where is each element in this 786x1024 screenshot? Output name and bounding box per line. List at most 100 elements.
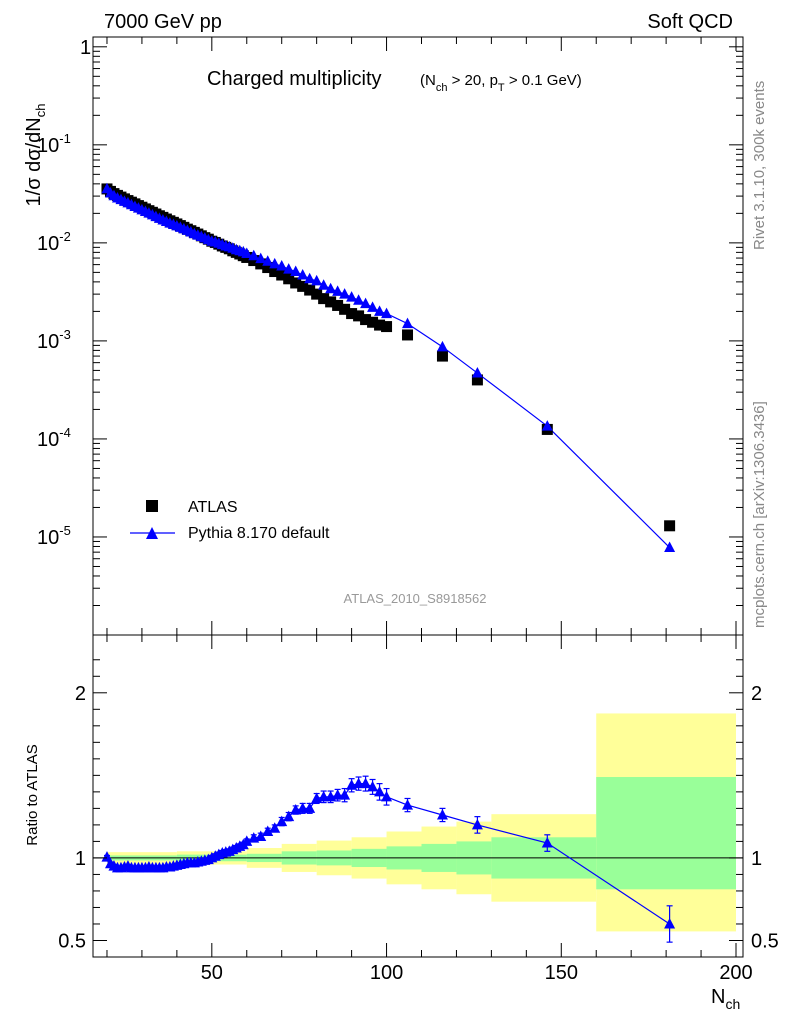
atlas-point (367, 316, 379, 328)
mc-point (436, 340, 448, 352)
atlas-point (248, 255, 260, 267)
mc-point (325, 282, 337, 294)
atlas-point (332, 299, 344, 311)
mc-point (541, 420, 553, 431)
y-tick-label: 10-3 (37, 327, 71, 353)
mc-point (290, 265, 302, 277)
legend-mc-label: Pythia 8.170 default (188, 525, 330, 542)
uncertainty-bands (106, 713, 737, 932)
mc-point (297, 269, 309, 280)
main-panel: 10-5 10-4 10-3 10-2 10-1 1 Charged multiplici… (23, 36, 744, 636)
ratio-point (360, 777, 372, 789)
mc-point (339, 288, 351, 299)
atlas-point (339, 303, 351, 315)
x-axis-label: Nch (711, 986, 740, 1012)
atlas-point (374, 319, 386, 331)
mc-point (332, 285, 344, 296)
ratio-markers (101, 777, 676, 929)
atlas-point (402, 329, 414, 341)
atlas-point (297, 280, 309, 292)
atlas-point (436, 350, 448, 362)
mc-point (276, 260, 288, 271)
ratio-point (664, 917, 676, 929)
mc-point (248, 249, 260, 261)
atlas-point (269, 266, 281, 278)
analysis-label: ATLAS_2010_S8918562 (344, 591, 487, 606)
x-tick-label: 200 (719, 962, 752, 984)
mc-point (255, 252, 267, 264)
mc-markers (101, 182, 676, 553)
ratio-y-axis-label: Ratio to ATLAS (24, 744, 41, 845)
ratio-y-tick-label-right: 0.5 (751, 930, 779, 952)
atlas-point (353, 310, 365, 322)
y-tick-label: 10-1 (37, 131, 71, 157)
ratio-point (283, 810, 295, 822)
y-axis-label: 1/σ dσ/dNch (23, 104, 48, 207)
ratio-y-tick-label-right: 2 (751, 683, 762, 705)
legend-atlas-label: ATLAS (188, 499, 238, 516)
chart-title-cut: (Nch > 20, pT > 0.1 GeV) (420, 72, 582, 94)
ratio-point (304, 802, 316, 813)
mc-point (360, 297, 372, 309)
ratio-point (269, 822, 281, 833)
mc-point (283, 263, 295, 274)
y-tick-label: 10-4 (37, 425, 71, 451)
ratio-point (402, 799, 414, 810)
atlas-point (262, 262, 274, 274)
ratio-point (353, 777, 365, 789)
mc-point (402, 317, 414, 329)
atlas-point (255, 258, 267, 270)
atlas-point (283, 273, 295, 285)
mc-point (318, 279, 330, 290)
header-category-label: Soft QCD (647, 11, 733, 33)
mc-point (269, 257, 281, 269)
ratio-point (262, 825, 274, 837)
main-panel-frame (92, 36, 744, 636)
x-tick-labels: 50 100 150 200 (201, 962, 753, 984)
legend-atlas-marker (146, 500, 158, 512)
atlas-point (664, 520, 676, 532)
legend-mc-marker (146, 527, 158, 539)
mc-point (262, 255, 274, 266)
mc-point (471, 367, 483, 378)
mc-point (346, 291, 358, 302)
ratio-point (436, 808, 448, 820)
rivet-version-label: Rivet 3.1.10, 300k events (751, 81, 768, 250)
atlas-point (311, 288, 323, 300)
ratio-point (318, 790, 330, 802)
legend: ATLAS Pythia 8.170 default (130, 499, 330, 542)
ratio-point (241, 835, 253, 846)
header-collision-label: 7000 GeV pp (104, 11, 222, 33)
atlas-point (346, 308, 358, 320)
mc-point (381, 307, 393, 319)
ratio-panel: 0.5 0.5 1 1 2 2 50 100 150 200 Ratio to ATLAS Nc… (24, 634, 779, 1012)
mc-point (304, 272, 316, 284)
ratio-point (374, 785, 386, 797)
ratio-point (101, 851, 113, 862)
mc-point (664, 541, 676, 553)
chart-title: Charged multiplicity (207, 68, 382, 90)
atlas-point (304, 284, 316, 296)
ratio-point (367, 780, 379, 792)
mc-point (311, 274, 323, 286)
x-tick-label: 150 (545, 962, 578, 984)
ratio-point (276, 815, 288, 827)
atlas-point (290, 277, 302, 289)
atlas-point (360, 314, 372, 326)
ratio-y-tick-labels: 0.5 0.5 1 1 2 2 (58, 683, 779, 953)
mc-point (241, 247, 253, 258)
ratio-point (339, 789, 351, 800)
x-tick-label: 100 (370, 962, 403, 984)
inner-band (596, 777, 737, 890)
mc-point (374, 305, 386, 316)
ratio-point (297, 802, 309, 813)
atlas-point (325, 296, 337, 308)
ratio-y-tick-label-right: 1 (751, 848, 762, 870)
mc-point (353, 294, 365, 305)
ratio-point (541, 837, 553, 848)
ratio-panel-frame (92, 634, 744, 958)
ratio-point (381, 790, 393, 802)
mc-curve (106, 188, 671, 548)
mc-line (106, 188, 671, 548)
